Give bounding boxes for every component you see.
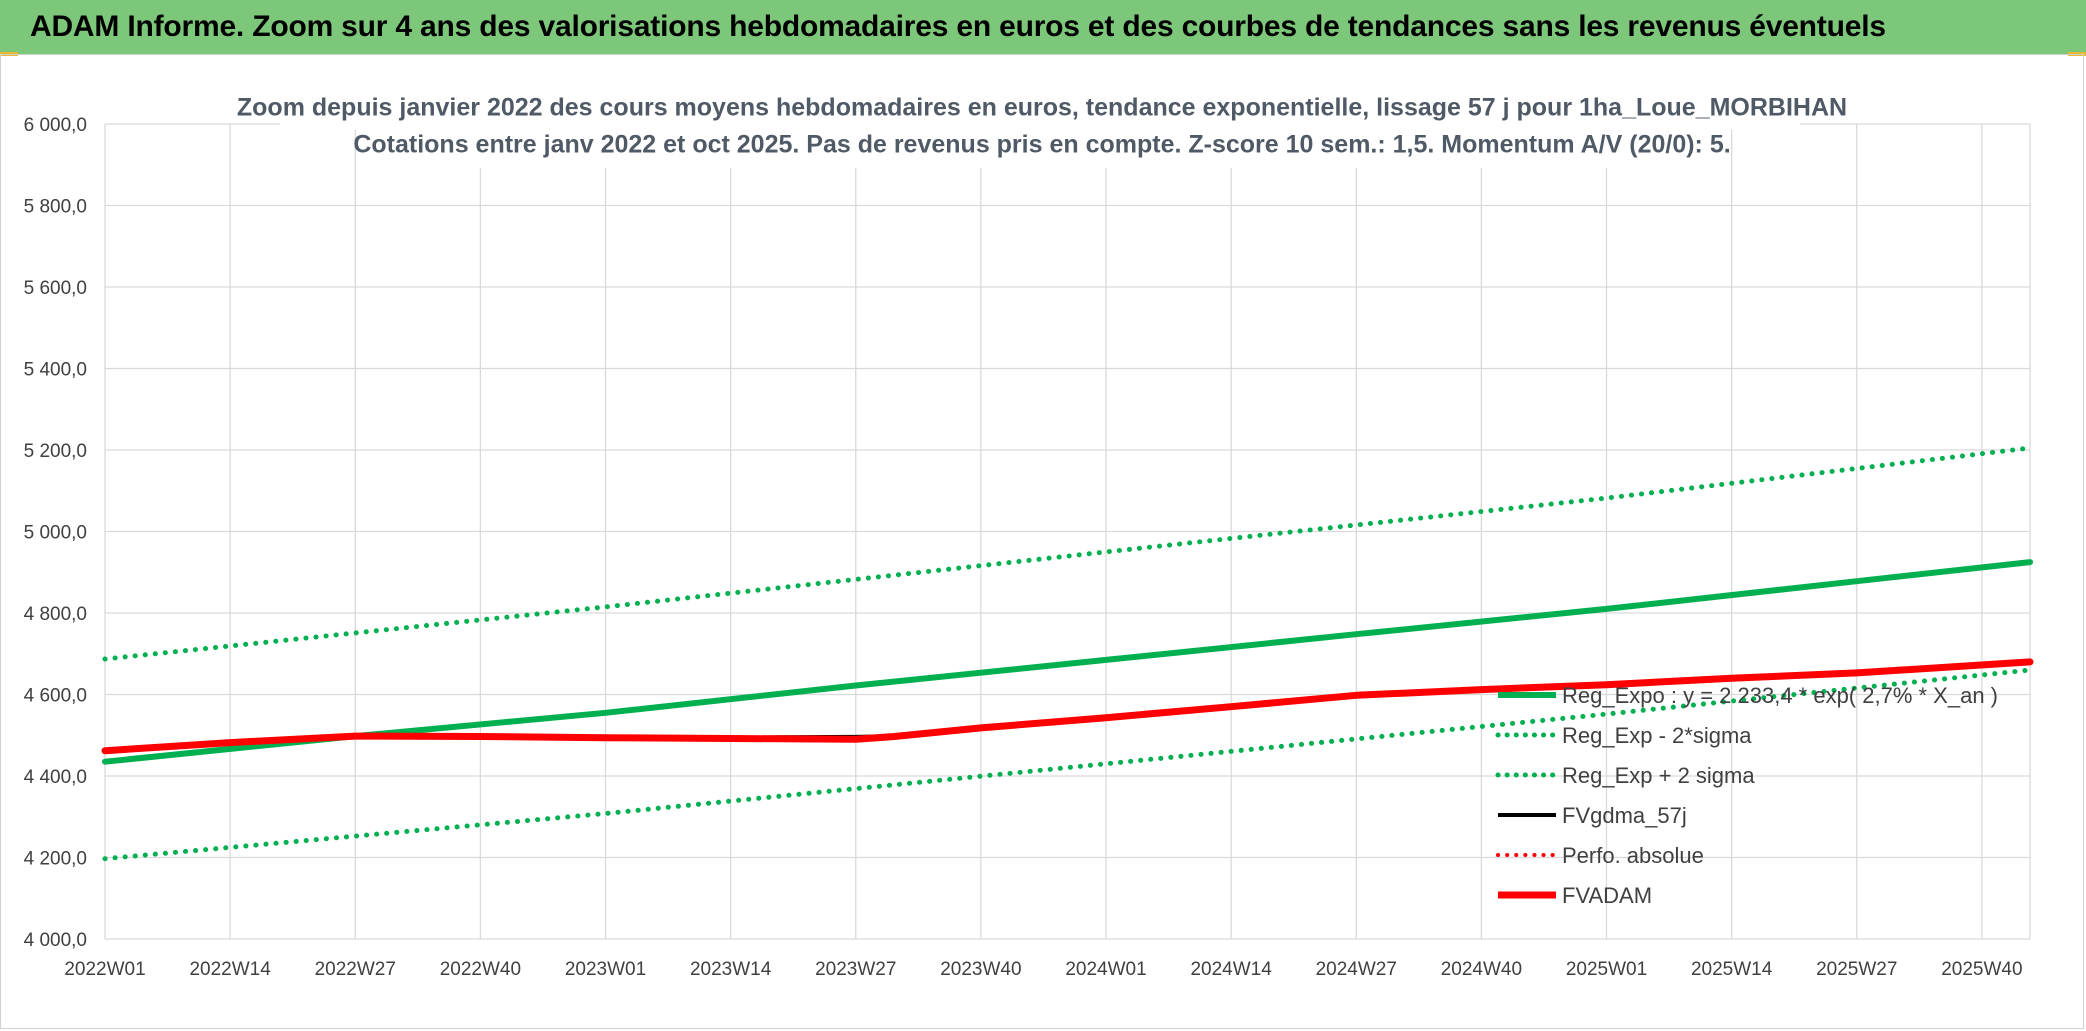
legend-label-2: Reg_Exp + 2 sigma <box>1562 763 1755 788</box>
chart-grid <box>104 123 2031 940</box>
x-tick-label: 2025W14 <box>1691 959 1773 980</box>
x-tick-label: 2024W01 <box>1065 959 1146 980</box>
subtitle-background <box>370 126 1710 168</box>
chart-title: Zoom depuis janvier 2022 des cours moyen… <box>237 94 1847 122</box>
x-tick-label: 2024W27 <box>1316 959 1397 980</box>
x-tick-label: 2022W27 <box>315 959 396 980</box>
series-line-1 <box>102 667 2033 862</box>
series-line-2 <box>102 445 2033 662</box>
y-tick-label: 5 800,0 <box>24 197 87 218</box>
x-tick-label: 2022W01 <box>64 959 145 980</box>
chart-subtitle: Cotations entre janv 2022 et oct 2025. P… <box>353 131 1730 159</box>
y-tick-label: 4 400,0 <box>24 767 87 788</box>
chart-frame <box>0 54 2084 1029</box>
y-axis-ticks: 4 000,0 4 200,0 4 400,0 4 600,0 4 800,0 5 000… <box>24 115 87 951</box>
x-tick-label: 2022W14 <box>189 959 271 980</box>
y-tick-label: 5 600,0 <box>24 278 87 299</box>
legend-label-3: FVgdma_57j <box>1562 803 1687 828</box>
x-tick-label: 2025W01 <box>1566 959 1647 980</box>
x-tick-label: 2025W27 <box>1816 959 1897 980</box>
legend-label-1: Reg_Exp - 2*sigma <box>1562 723 1752 748</box>
series-line-5 <box>101 658 2034 755</box>
x-axis-ticks: 2022W01 2022W14 2022W27 2022W40 2023W01 2023W… <box>64 959 2022 980</box>
y-tick-label: 6 000,0 <box>24 115 87 136</box>
y-tick-label: 4 600,0 <box>24 686 87 707</box>
legend-label-4: Perfo. absolue <box>1562 843 1704 868</box>
y-tick-label: 4 000,0 <box>24 930 87 951</box>
x-tick-label: 2023W14 <box>690 959 772 980</box>
legend-label-5: FVADAM <box>1562 883 1652 908</box>
y-tick-label: 5 400,0 <box>24 360 87 381</box>
x-tick-label: 2022W40 <box>440 959 521 980</box>
x-tick-label: 2023W40 <box>940 959 1021 980</box>
x-tick-label: 2023W27 <box>815 959 896 980</box>
x-tick-label: 2024W40 <box>1441 959 1522 980</box>
x-tick-label: 2023W01 <box>565 959 646 980</box>
y-tick-label: 4 800,0 <box>24 604 87 625</box>
y-tick-label: 5 000,0 <box>24 523 87 544</box>
x-tick-label: 2025W40 <box>1941 959 2022 980</box>
series-line-0 <box>102 559 2033 765</box>
legend-label-0: Reg_Expo : y = 2 233,4 * exp( 2,7% * X_a… <box>1562 683 1998 708</box>
y-tick-label: 5 200,0 <box>24 441 87 462</box>
banner-title: ADAM Informe. Zoom sur 4 ans des valoris… <box>0 0 2086 54</box>
chart-series <box>101 445 2034 862</box>
chart-legend: Reg_Expo : y = 2 233,4 * exp( 2,7% * X_a… <box>1495 683 1998 908</box>
x-tick-label: 2024W14 <box>1190 959 1272 980</box>
y-tick-label: 4 200,0 <box>24 849 87 870</box>
title-background <box>280 88 1800 130</box>
